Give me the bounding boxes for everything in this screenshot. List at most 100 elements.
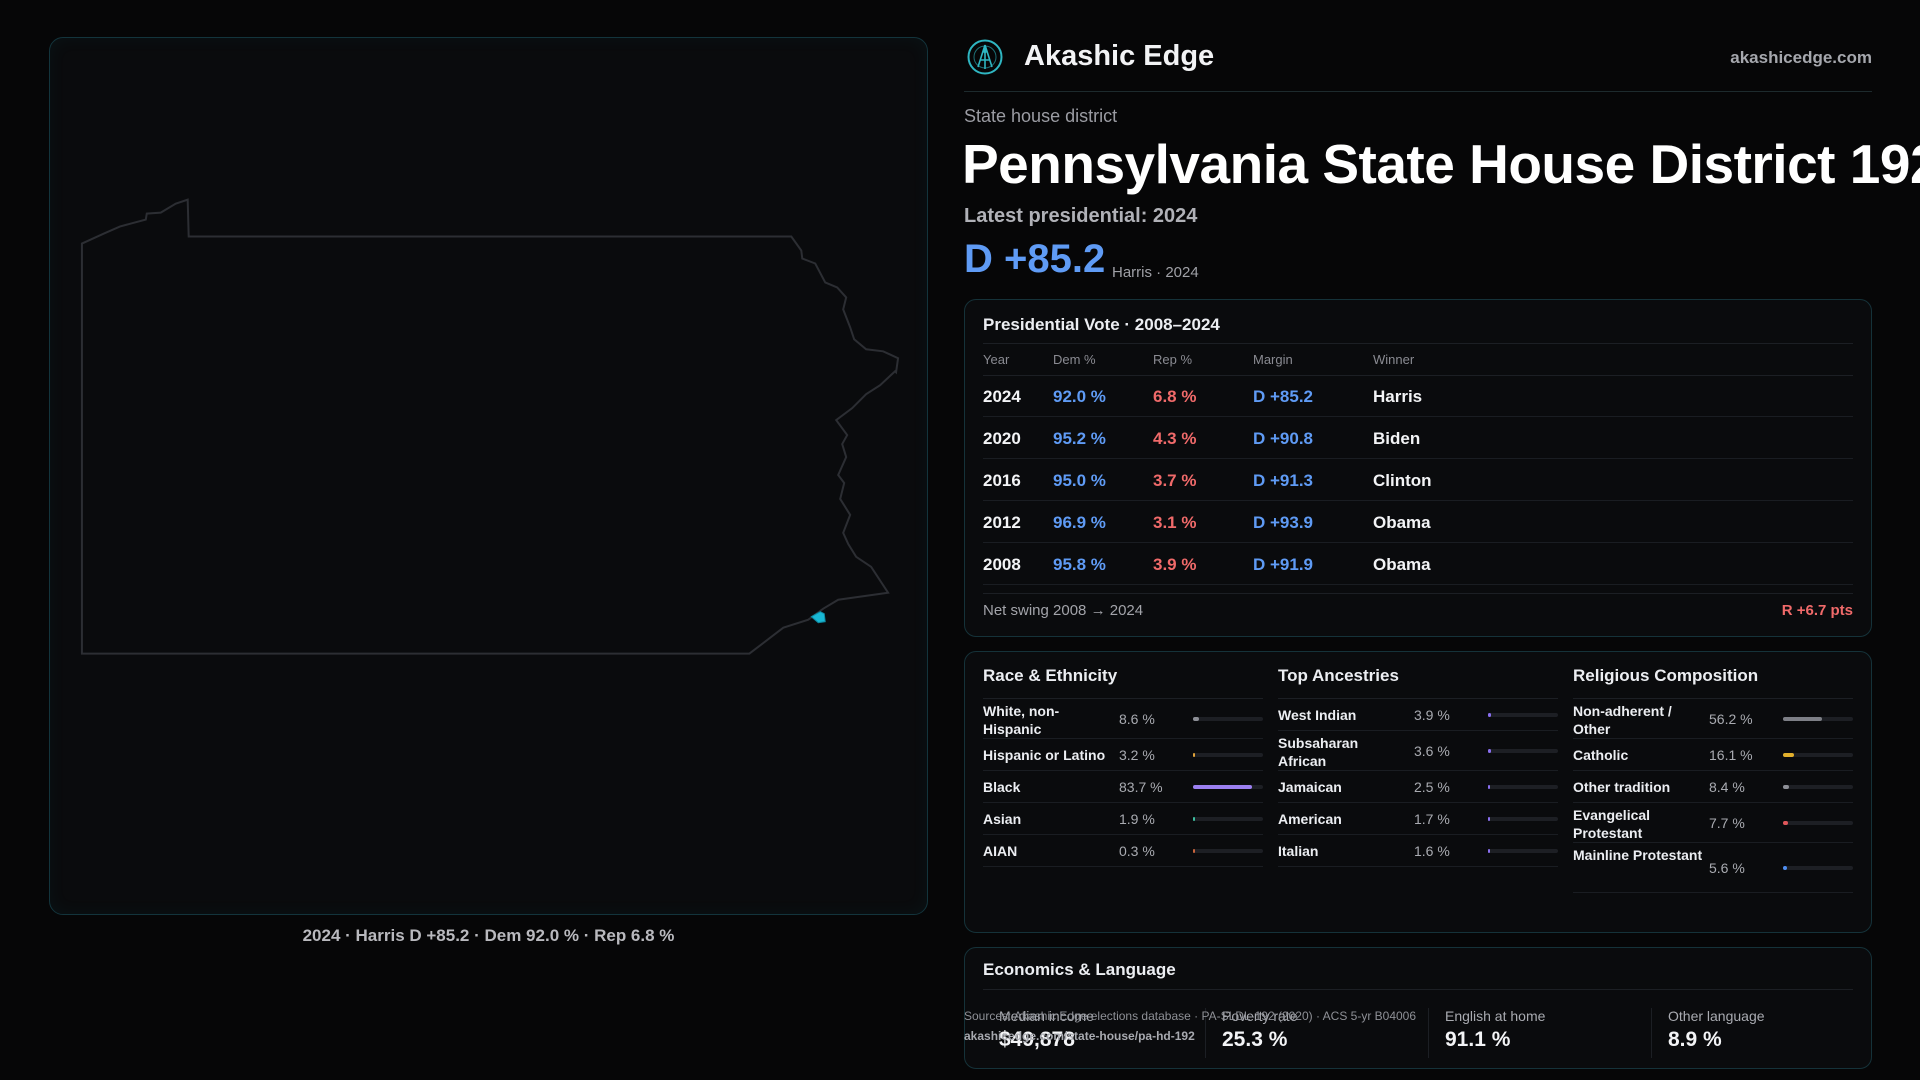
divider xyxy=(1651,1008,1652,1058)
race-column: Race & Ethnicity White, non-Hispanic 8.6 … xyxy=(983,666,1263,867)
cell-year: 2012 xyxy=(983,513,1021,532)
item-percent: 2.5 % xyxy=(1414,779,1450,795)
cell-year: 2016 xyxy=(983,471,1021,490)
cell-dem: 95.2 % xyxy=(1053,429,1106,448)
bar-fill xyxy=(1783,717,1823,721)
item-percent: 83.7 % xyxy=(1119,779,1163,795)
item-label: Catholic xyxy=(1573,747,1629,763)
list-item[interactable]: Mainline Protestant 5.6 % xyxy=(1573,843,1853,893)
bar-track xyxy=(1783,866,1853,870)
list-item[interactable]: Other tradition 8.4 % xyxy=(1573,771,1853,803)
item-percent: 3.6 % xyxy=(1414,743,1450,759)
item-label: Non-adherent / Other xyxy=(1573,703,1672,737)
bar-fill xyxy=(1488,713,1491,717)
item-percent: 5.6 % xyxy=(1709,860,1745,876)
list-item[interactable]: Non-adherent / Other 56.2 % xyxy=(1573,699,1853,739)
cell-margin: D +90.8 xyxy=(1253,429,1314,448)
item-label: West Indian xyxy=(1278,707,1357,723)
bar-fill xyxy=(1488,817,1490,821)
list-item[interactable]: Black 83.7 % xyxy=(983,771,1263,803)
list-item[interactable]: Hispanic or Latino 3.2 % xyxy=(983,739,1263,771)
item-percent: 56.2 % xyxy=(1709,711,1753,727)
stat-label: Other language xyxy=(1668,1008,1765,1024)
cell-dem: 96.9 % xyxy=(1053,513,1106,532)
bar-fill xyxy=(1488,785,1490,789)
list-item[interactable]: Jamaican 2.5 % xyxy=(1278,771,1558,803)
akashic-logo-icon[interactable] xyxy=(966,38,1004,76)
site-link[interactable]: akashicedge.com xyxy=(1730,48,1872,67)
item-label: White, non-Hispanic xyxy=(983,703,1060,737)
net-swing-value: R +6.7 pts xyxy=(1781,602,1853,619)
sources-note: Sources: Akashic Edge elections database… xyxy=(964,1006,1416,1046)
col-header-rep: Rep % xyxy=(1153,352,1193,367)
bar-track xyxy=(1193,785,1263,789)
item-percent: 1.6 % xyxy=(1414,843,1450,859)
list-item[interactable]: Italian 1.6 % xyxy=(1278,835,1558,867)
page-title: Pennsylvania State House District 192 xyxy=(962,133,1920,195)
item-label: Evangelical Protestant xyxy=(1573,807,1651,841)
cell-year: 2020 xyxy=(983,429,1021,448)
item-percent: 16.1 % xyxy=(1709,747,1753,763)
divider xyxy=(983,375,1853,376)
list-item[interactable]: White, non-Hispanic 8.6 % xyxy=(983,699,1263,739)
divider xyxy=(1428,1008,1429,1058)
col-header-dem: Dem % xyxy=(1053,352,1096,367)
bar-track xyxy=(1488,749,1558,753)
cell-year: 2024 xyxy=(983,387,1021,406)
item-percent: 3.2 % xyxy=(1119,747,1155,763)
list-item[interactable]: Subsaharan African 3.6 % xyxy=(1278,731,1558,771)
stat-value: 25.3 % xyxy=(1222,1028,1288,1051)
bar-track xyxy=(1193,753,1263,757)
stat-label: Poverty rate xyxy=(1222,1008,1298,1024)
state-outline xyxy=(80,198,900,655)
list-item[interactable]: American 1.7 % xyxy=(1278,803,1558,835)
map-caption: 2024 · Harris D +85.2 · Dem 92.0 % · Rep… xyxy=(302,926,675,945)
bar-track xyxy=(1783,717,1853,721)
religion-column: Religious Composition Non-adherent / Oth… xyxy=(1573,666,1853,893)
divider xyxy=(1573,698,1853,699)
item-percent: 3.9 % xyxy=(1414,707,1450,723)
list-item[interactable]: Catholic 16.1 % xyxy=(1573,739,1853,771)
bar-fill xyxy=(1783,821,1789,825)
cell-rep: 3.1 % xyxy=(1153,513,1197,532)
bar-track xyxy=(1783,753,1853,757)
col-header-margin: Margin xyxy=(1253,352,1293,367)
table-row[interactable]: 2008 95.8 % 3.9 % D +91.9 Obama xyxy=(983,544,1853,585)
stat-value: 8.9 % xyxy=(1668,1028,1722,1051)
stat-other-language: Other language 8.9 % xyxy=(1668,1008,1868,1052)
item-label: Jamaican xyxy=(1278,779,1342,795)
sources-url[interactable]: akashicedge.com/state-house/pa-hd-192 xyxy=(964,1029,1195,1043)
table-row[interactable]: 2016 95.0 % 3.7 % D +91.3 Clinton xyxy=(983,460,1853,501)
map-panel[interactable] xyxy=(49,37,928,915)
net-swing-label: Net swing 2008 → 2024 xyxy=(983,602,1144,619)
list-item[interactable]: AIAN 0.3 % xyxy=(983,835,1263,867)
list-item[interactable]: Evangelical Protestant 7.7 % xyxy=(1573,803,1853,843)
table-row[interactable]: 2012 96.9 % 3.1 % D +93.9 Obama xyxy=(983,502,1853,543)
district-shape[interactable] xyxy=(810,611,826,624)
cell-margin: D +91.9 xyxy=(1253,555,1314,574)
table-row[interactable]: 2024 92.0 % 6.8 % D +85.2 Harris xyxy=(983,376,1853,417)
demographics-card: Race & Ethnicity White, non-Hispanic 8.6 … xyxy=(964,651,1872,933)
stat-median-income: Median income $49,878 xyxy=(999,1008,1199,1052)
table-row[interactable]: 2020 95.2 % 4.3 % D +90.8 Biden xyxy=(983,418,1853,459)
list-item[interactable]: West Indian 3.9 % xyxy=(1278,699,1558,731)
item-label: Subsaharan African xyxy=(1278,735,1359,769)
bar-track xyxy=(1488,849,1558,853)
cell-dem: 95.0 % xyxy=(1053,471,1106,490)
cell-rep: 6.8 % xyxy=(1153,387,1197,406)
divider xyxy=(1205,1008,1206,1058)
cell-margin: D +93.9 xyxy=(1253,513,1314,532)
col-header-winner: Winner xyxy=(1373,352,1415,367)
bar-track xyxy=(1488,817,1558,821)
divider xyxy=(983,343,1853,344)
latest-margin: D +85.2 xyxy=(964,237,1106,281)
brand-name[interactable]: Akashic Edge xyxy=(1024,40,1215,72)
district-kind: State house district xyxy=(964,106,1118,126)
list-item[interactable]: Asian 1.9 % xyxy=(983,803,1263,835)
bar-fill xyxy=(1193,717,1200,721)
state-map xyxy=(80,198,900,655)
ancestry-title: Top Ancestries xyxy=(1278,666,1399,685)
bar-track xyxy=(1488,785,1558,789)
cell-margin: D +91.3 xyxy=(1253,471,1314,490)
item-percent: 0.3 % xyxy=(1119,843,1155,859)
